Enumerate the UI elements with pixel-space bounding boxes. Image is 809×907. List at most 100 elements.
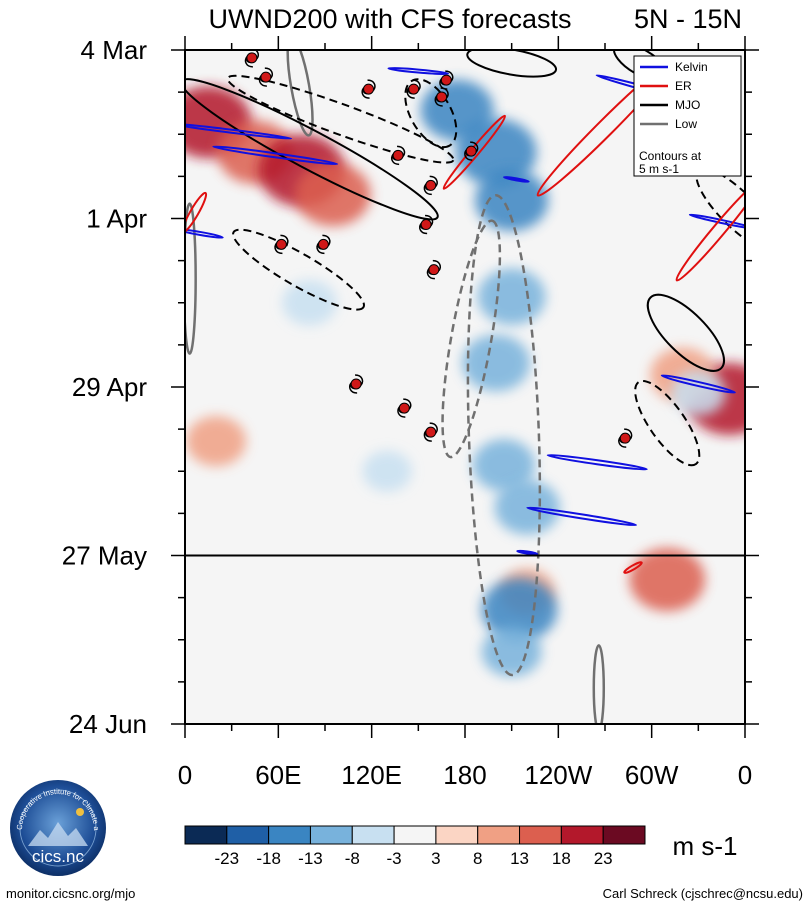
y-tick-label: 29 Apr (72, 372, 148, 402)
tropical-cyclone-symbol (258, 67, 273, 87)
x-tick-label: 60E (255, 760, 301, 790)
er-contour (185, 191, 208, 234)
colorbar-bin (477, 825, 521, 845)
tropical-cyclone-symbol (464, 141, 479, 161)
anomaly-blob (477, 268, 546, 326)
tropical-cyclone-symbol (423, 422, 438, 442)
kelvin-contour (526, 506, 637, 527)
er-contour (623, 561, 643, 574)
logo-sun (76, 808, 84, 816)
tropical-cyclone-symbol (244, 50, 259, 68)
colorbar-label: -13 (298, 849, 323, 868)
kelvin-contour (546, 453, 648, 471)
colorbar: -23 -18 -13 -8 -3 3 8 13 18 23 (184, 825, 646, 868)
legend-note-line1: Contours at (639, 149, 702, 163)
y-tick-label: 24 Jun (69, 709, 147, 739)
anomaly-blob (475, 169, 549, 231)
legend-note-line2: 5 m s-1 (639, 162, 679, 176)
low-contour (185, 202, 197, 355)
tropical-cyclone-symbol (426, 259, 441, 280)
low-contour (286, 50, 314, 137)
x-axis: 0 60E 120E 180 120W 60W 0 (178, 36, 752, 790)
colorbar-label: -18 (256, 849, 281, 868)
y-tick-label: 1 Apr (86, 204, 147, 234)
anomaly-blob (282, 279, 337, 326)
kelvin-contour (688, 213, 745, 230)
colorbar-units: m s-1 (673, 831, 738, 861)
kelvin-contour (660, 374, 736, 394)
legend: Contours at 5 m s-1 Kelvin ER MJO Low (633, 55, 742, 177)
tropical-cyclone-symbol (423, 175, 438, 196)
colorbar-bin (435, 825, 479, 845)
x-tick-label: 0 (738, 760, 752, 790)
mjo-contour (232, 228, 365, 311)
mjo-contour (646, 293, 725, 372)
tropical-cyclone-symbol (361, 79, 376, 99)
mjo-contour (466, 50, 558, 78)
colorbar-bin (226, 825, 270, 845)
chart-region: 5N - 15N (634, 4, 742, 34)
colorbar-bin (351, 825, 395, 845)
cicsnc-logo: Cooperative Institute for Climate and Sa… (5, 771, 108, 878)
colorbar-bin (268, 825, 311, 845)
colorbar-label: -23 (215, 849, 240, 868)
anomaly-blob (420, 79, 494, 141)
tropical-cyclone-symbol (391, 145, 406, 166)
tropical-cyclone-symbol (434, 87, 449, 107)
logo-mountains (28, 822, 88, 846)
kelvin-contour (185, 228, 224, 239)
x-tick-label: 180 (443, 760, 486, 790)
colorbar-bin (560, 825, 604, 845)
legend-label-low: Low (675, 117, 697, 131)
mjo-contour (226, 74, 455, 164)
tropical-cyclone-symbol (406, 79, 421, 99)
tropical-cyclone-symbol (397, 398, 412, 418)
low-contour (592, 644, 606, 724)
kelvin-contour (516, 549, 539, 556)
kelvin-contour (185, 122, 293, 140)
legend-label-kelvin: Kelvin (675, 60, 708, 74)
x-tick-label: 0 (178, 760, 192, 790)
colorbar-bin (519, 825, 562, 845)
er-contour (675, 179, 745, 282)
x-tick-label: 120W (524, 760, 592, 790)
colorbar-label: -8 (345, 849, 360, 868)
mjo-contour (185, 78, 439, 221)
tropical-cyclone-symbol (274, 234, 289, 255)
anomaly-blob (629, 547, 706, 612)
anomaly-blob (462, 334, 531, 392)
anomaly-blob (362, 450, 412, 492)
tropical-cyclone-symbol (618, 428, 633, 448)
legend-label-er: ER (675, 79, 692, 93)
tropical-cyclone-symbol (349, 374, 364, 394)
footer-url: monitor.cicsnc.org/mjo (6, 886, 135, 901)
tropical-cyclone-layer (244, 50, 633, 448)
kelvin-contour (387, 67, 450, 76)
y-tick-label: 27 May (62, 541, 147, 571)
y-tick-label: 4 Mar (81, 35, 148, 65)
y-axis: 4 Mar 1 Apr 29 Apr 27 May 24 Jun (62, 35, 759, 739)
colorbar-label: 3 (431, 849, 440, 868)
anomaly-blob (472, 439, 536, 492)
tropical-cyclone-symbol (439, 70, 454, 90)
footer-credit: Carl Schreck (cjschrec@ncsu.edu) (603, 886, 803, 901)
anomaly-blob (186, 416, 247, 467)
mjo-contour (634, 379, 701, 467)
kelvin-contour (212, 145, 339, 166)
colorbar-bin (602, 825, 646, 845)
anomaly-blob (294, 162, 371, 227)
colorbar-label: 18 (552, 849, 571, 868)
colorbar-label: 8 (473, 849, 482, 868)
x-tick-label: 60W (625, 760, 679, 790)
contour-layer (185, 50, 745, 724)
low-contour (441, 219, 502, 459)
x-tick-label: 120E (341, 760, 402, 790)
anomaly-blob (481, 578, 558, 642)
colorbar-label: 23 (594, 849, 613, 868)
colorbar-label: 13 (510, 849, 529, 868)
low-contour (466, 194, 542, 677)
tropical-cyclone-symbol (316, 234, 331, 255)
kelvin-contour (503, 176, 530, 183)
logo-name: cics.nc (32, 847, 84, 866)
legend-label-mjo: MJO (675, 98, 700, 112)
